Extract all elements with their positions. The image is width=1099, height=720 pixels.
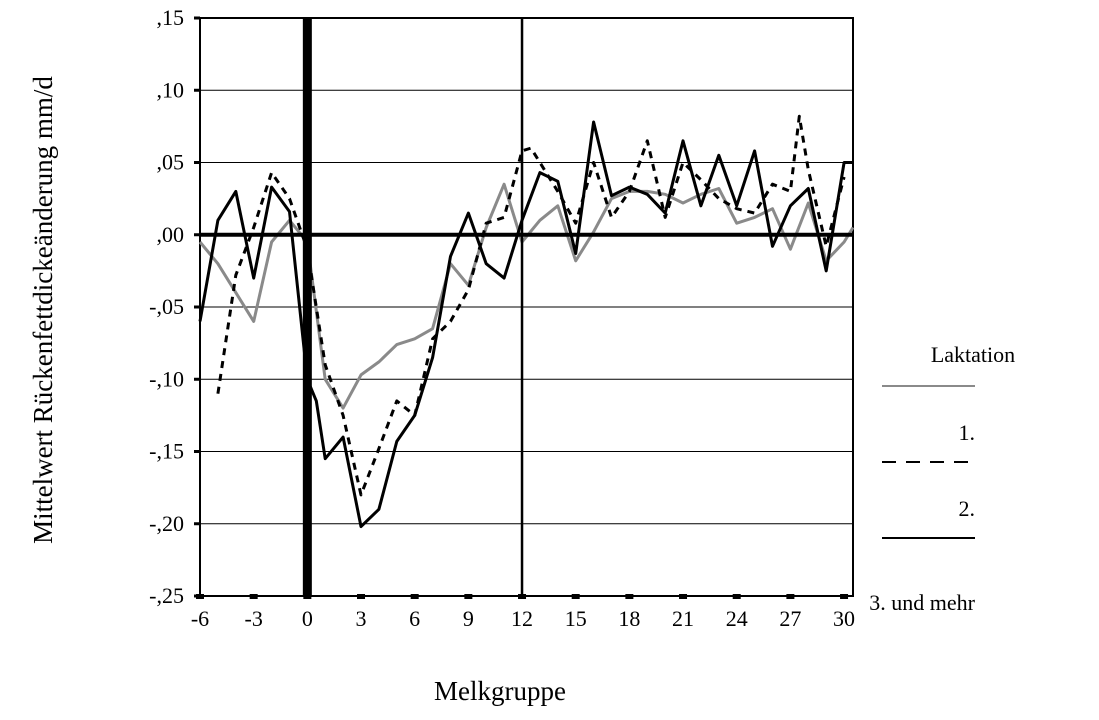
x-tick-label: 27 xyxy=(779,606,801,631)
y-tick-label: -,05 xyxy=(149,294,184,319)
series-layer xyxy=(198,114,855,529)
y-tick-label: -,25 xyxy=(149,583,184,608)
y-tick-label: ,05 xyxy=(157,150,185,175)
reference-lines xyxy=(200,18,853,596)
y-tick-label: -,15 xyxy=(149,439,184,464)
x-tick-label: 9 xyxy=(463,606,474,631)
x-tick-mark xyxy=(464,594,473,599)
y-axis-title: Mittelwert Rückenfettdickeänderung mm/d xyxy=(28,76,58,544)
x-tick-label: 12 xyxy=(511,606,533,631)
x-tick-mark xyxy=(786,594,795,599)
y-tick-label: ,10 xyxy=(157,77,185,102)
x-tick-mark xyxy=(249,594,258,599)
legend-entry-3: 3. und mehr xyxy=(869,590,975,615)
series-line-2 xyxy=(216,114,846,497)
x-tick-label: 6 xyxy=(409,606,420,631)
x-tick-mark xyxy=(410,594,419,599)
x-tick-mark xyxy=(303,594,312,599)
legend-entry-1: 1. xyxy=(959,420,976,445)
x-axis-ticks: -6 -3 0 3 6 9 12 15 18 21 24 27 30 xyxy=(191,594,855,631)
x-axis-title: Melkgruppe xyxy=(434,676,566,706)
y-tick-label: -,20 xyxy=(149,511,184,536)
x-tick-mark xyxy=(732,594,741,599)
y-tick-label: ,15 xyxy=(157,5,185,30)
legend-entry-2: 2. xyxy=(959,496,976,521)
x-tick-mark xyxy=(518,594,527,599)
x-tick-mark xyxy=(840,594,849,599)
x-tick-mark xyxy=(357,594,366,599)
x-tick-label: 15 xyxy=(565,606,587,631)
horizontal-gridlines xyxy=(200,17,853,597)
x-tick-label: 18 xyxy=(618,606,640,631)
x-tick-label: -6 xyxy=(191,606,209,631)
legend-title: Laktation xyxy=(931,342,1015,367)
x-tick-label: 0 xyxy=(302,606,313,631)
y-tick-label: ,00 xyxy=(157,222,185,247)
x-tick-label: 3 xyxy=(356,606,367,631)
legend: Laktation 1. 2. 3. und mehr xyxy=(869,342,1015,615)
x-tick-label: 30 xyxy=(833,606,855,631)
x-tick-mark xyxy=(571,594,580,599)
y-axis-ticks: -,25 -,20 -,15 -,10 -,05 ,00 ,05 ,10 ,15 xyxy=(149,5,200,608)
x-tick-label: 21 xyxy=(672,606,694,631)
x-tick-label: -3 xyxy=(245,606,263,631)
y-tick-label: -,10 xyxy=(149,366,184,391)
x-tick-label: 24 xyxy=(726,606,748,631)
series-line-3 xyxy=(198,120,853,529)
x-tick-mark xyxy=(679,594,688,599)
x-tick-mark xyxy=(625,594,634,599)
